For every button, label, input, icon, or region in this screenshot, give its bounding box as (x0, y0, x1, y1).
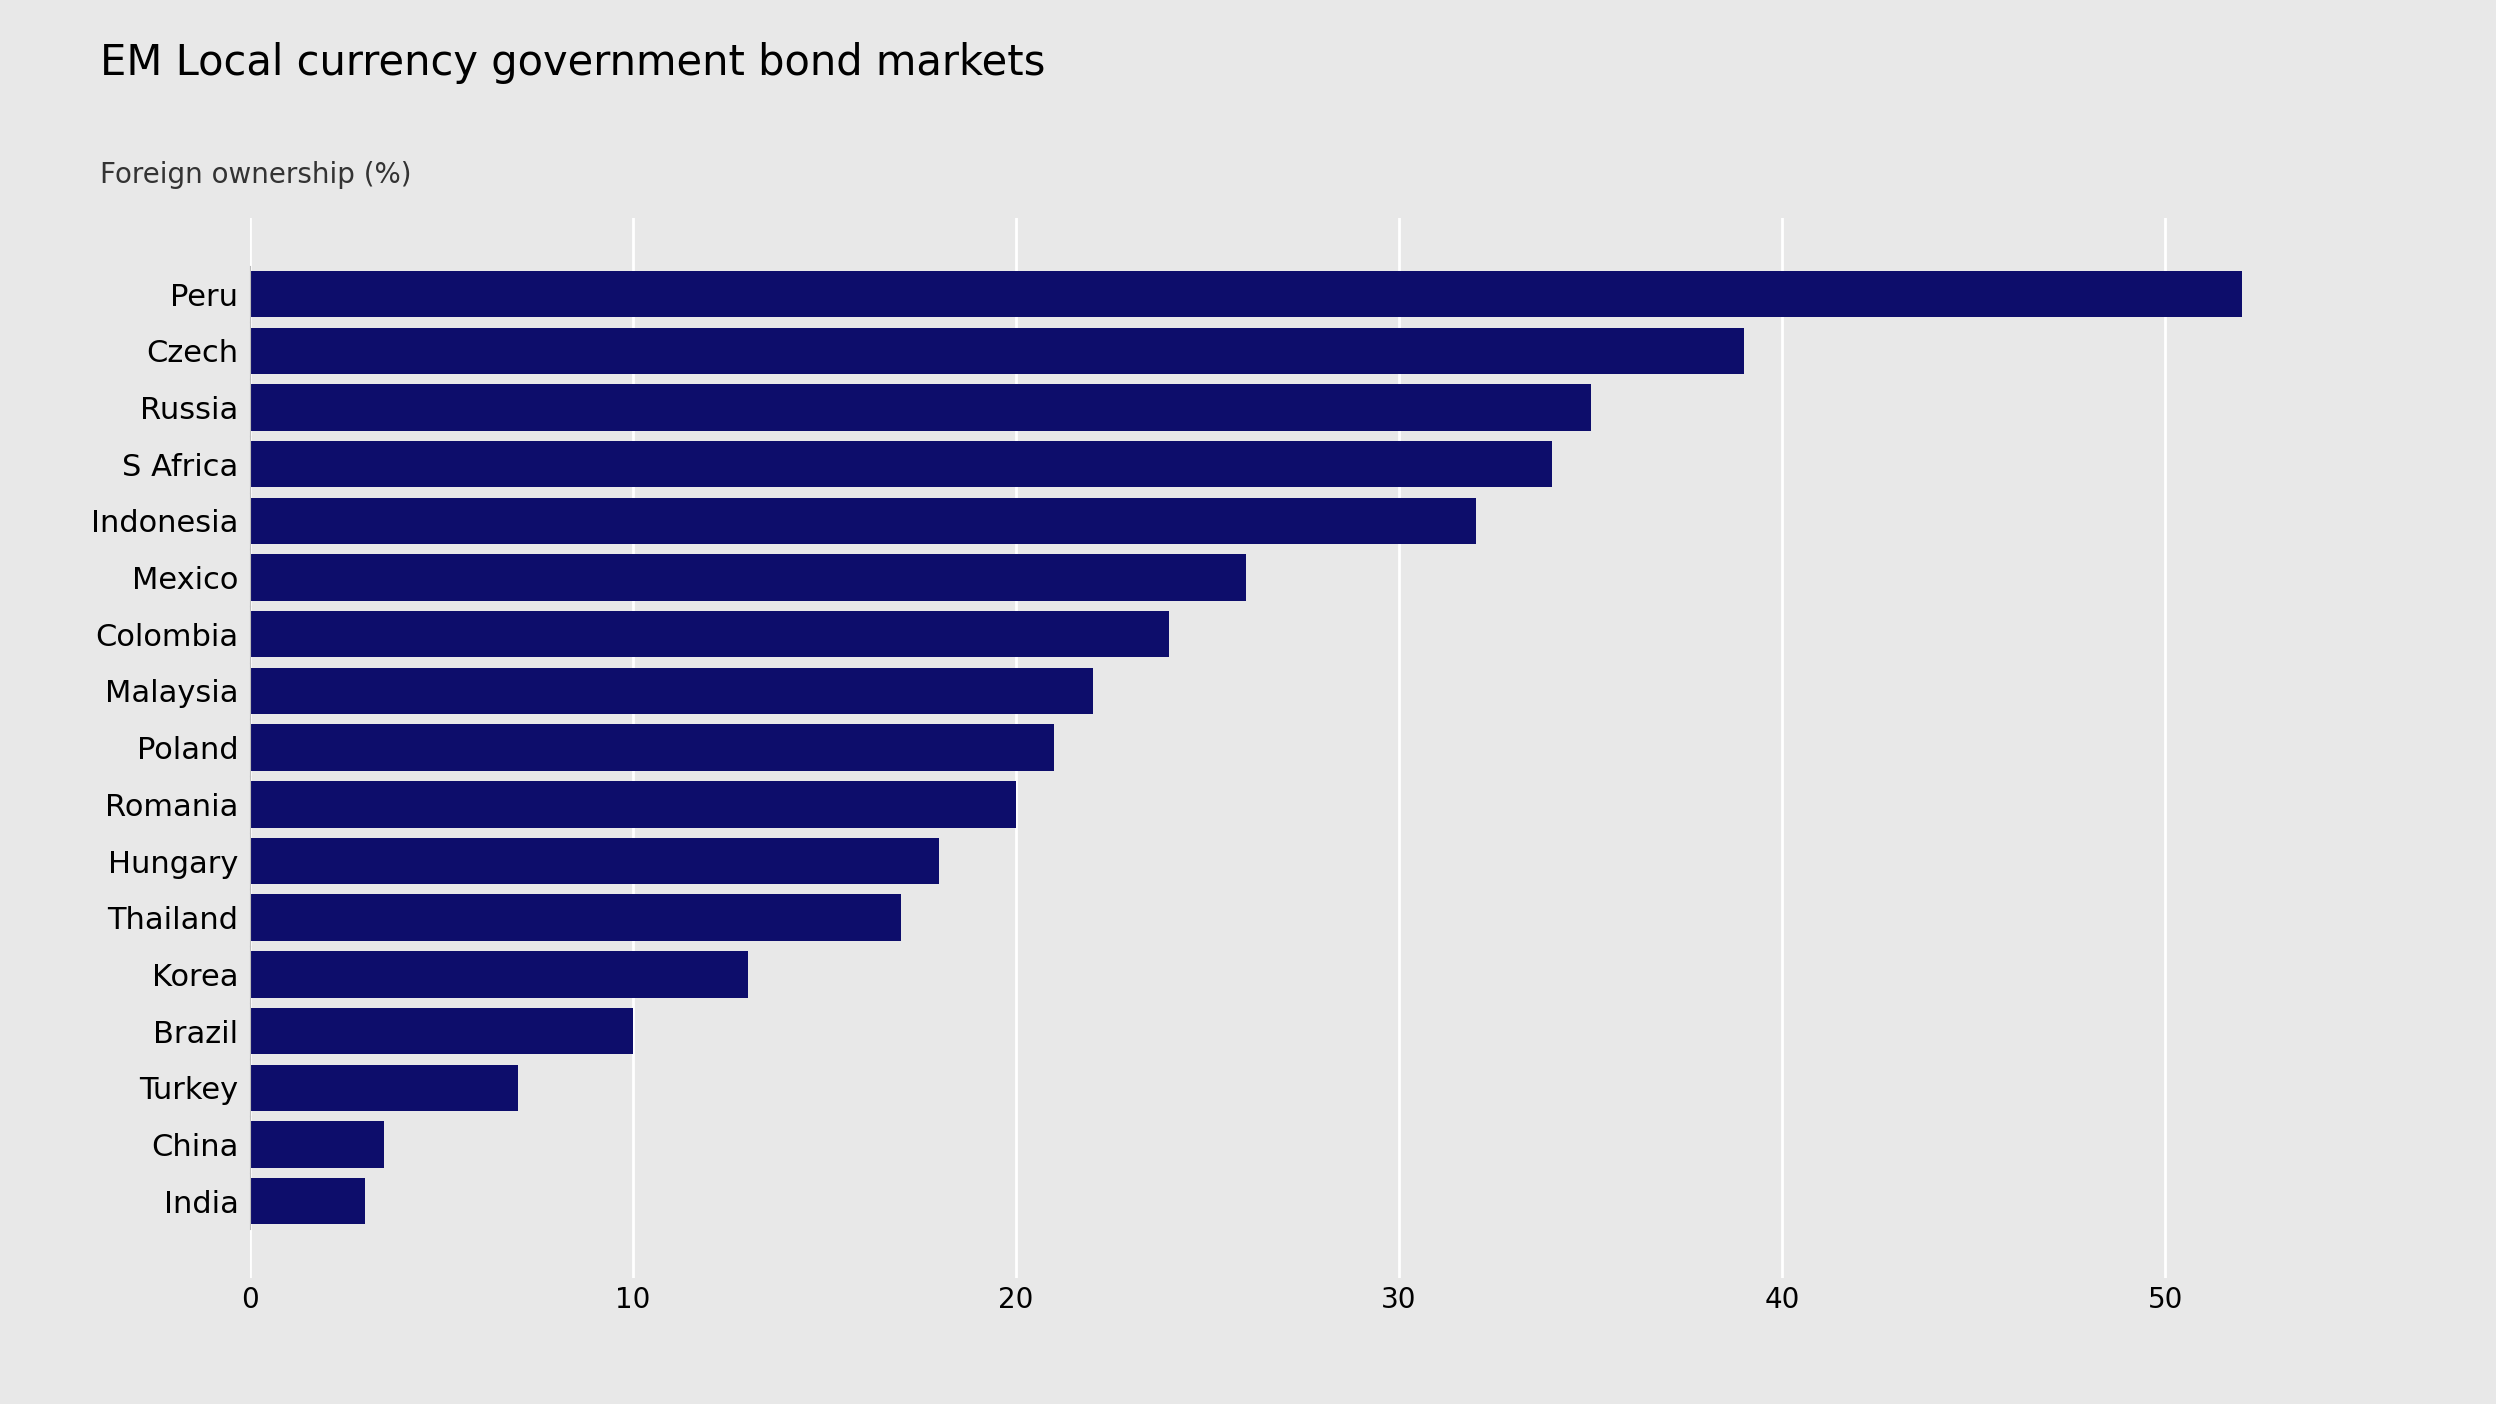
Bar (250, 611, 1168, 657)
Text: EM Local currency government bond markets: EM Local currency government bond market… (100, 42, 1046, 84)
Bar (250, 385, 1590, 431)
Bar (250, 1064, 517, 1111)
Bar (250, 724, 1053, 771)
Bar (250, 951, 749, 998)
Bar (250, 1008, 634, 1054)
Bar (250, 894, 901, 941)
Bar (250, 838, 938, 885)
Bar (250, 555, 1246, 601)
Bar (250, 1122, 384, 1168)
Bar (250, 271, 2241, 317)
Bar (250, 441, 1553, 487)
Bar (250, 327, 1745, 373)
Bar (250, 497, 1475, 545)
Text: Foreign ownership (%): Foreign ownership (%) (100, 161, 412, 190)
Bar (250, 1178, 364, 1224)
Bar (250, 781, 1016, 827)
Bar (250, 668, 1093, 715)
